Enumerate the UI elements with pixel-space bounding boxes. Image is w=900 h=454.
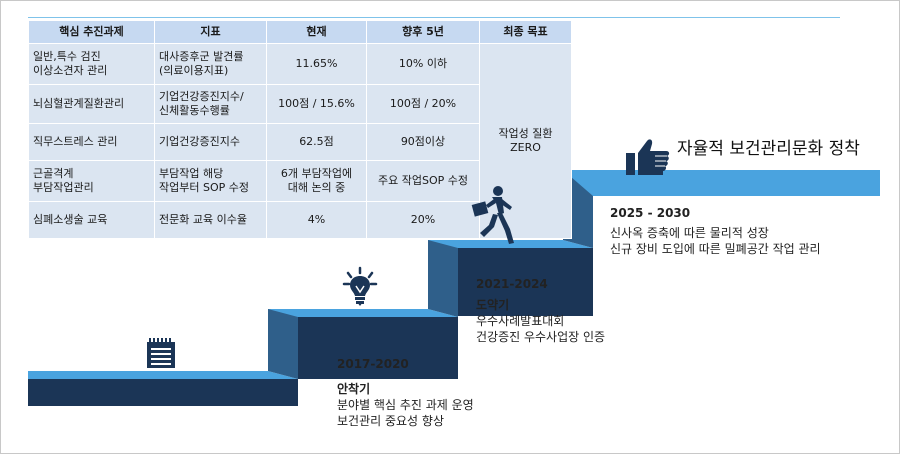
cell-current: 11.65% [266, 43, 367, 85]
step-4-top [563, 170, 880, 196]
cell-final-goal: 작업성 질환 ZERO [479, 43, 572, 239]
table-row: 근골격계 부담작업관리 부담작업 해당 작업부터 SOP 수정 6개 부담작업에… [28, 160, 572, 202]
cell-indicator: 부담작업 해당 작업부터 SOP 수정 [154, 160, 267, 202]
table-header-row: 핵심 추진과제 지표 현재 향후 5년 최종 목표 [28, 20, 572, 44]
cell-task: 직무스트레스 관리 [28, 123, 155, 161]
stage-2-period: 2021-2024 [476, 277, 548, 291]
top-rule [28, 17, 840, 18]
stage-1-period: 2017-2020 [337, 357, 409, 371]
cell-future: 90점이상 [366, 123, 480, 161]
header-task: 핵심 추진과제 [28, 20, 155, 44]
table-row: 뇌심혈관계질환관리 기업건강증진지수/ 신체활동수행률 100점 / 15.6%… [28, 84, 572, 124]
table-row: 직무스트레스 관리 기업건강증진지수 62.5점 90점이상 [28, 123, 572, 161]
cell-current: 100점 / 15.6% [266, 84, 367, 124]
step-1-front [28, 379, 298, 406]
cell-task: 뇌심혈관계질환관리 [28, 84, 155, 124]
stage-3-item: 신사옥 증축에 따른 물리적 성장 [610, 226, 769, 240]
cell-indicator: 전문화 교육 이수율 [154, 201, 267, 239]
stage-3-item: 신규 장비 도입에 따른 밀폐공간 작업 관리 [610, 242, 821, 256]
current-text: 6개 부담작업에 대해 논의 중 [280, 167, 353, 194]
final-goal-text: 작업성 질환 ZERO [498, 127, 553, 154]
step-1-top [28, 371, 298, 379]
cell-task: 근골격계 부담작업관리 [28, 160, 155, 202]
indicator-text: 기업건강증진지수/ 신체활동수행률 [159, 90, 244, 117]
stage-2-item: 건강증진 우수사업장 인증 [476, 330, 606, 344]
stage-1-item: 분야별 핵심 추진 과제 운영 [337, 398, 474, 412]
step-3-front [458, 248, 593, 316]
runner-icon [471, 186, 514, 244]
indicator-text: 부담작업 해당 작업부터 SOP 수정 [159, 167, 249, 194]
cell-future: 20% [366, 201, 480, 239]
cell-current: 6개 부담작업에 대해 논의 중 [266, 160, 367, 202]
table-row: 심폐소생술 교육 전문화 교육 이수율 4% 20% [28, 201, 572, 239]
stage-3-period: 2025 - 2030 [610, 206, 691, 220]
cell-indicator: 대사증후군 발견률 (의료이용지표) [154, 43, 267, 85]
stage-2-phase: 도약기 [476, 298, 510, 312]
header-indicator: 지표 [154, 20, 267, 44]
table-row: 일반,특수 검진 이상소견자 관리 대사증후군 발견률 (의료이용지표) 11.… [28, 43, 572, 239]
step-3-top [428, 240, 593, 248]
notepad-icon [147, 338, 175, 368]
task-text: 일반,특수 검진 이상소견자 관리 [33, 50, 108, 77]
task-text: 뇌심혈관계질환관리 [33, 97, 125, 110]
indicator-text: 대사증후군 발견률 (의료이용지표) [159, 50, 244, 77]
header-current: 현재 [266, 20, 367, 44]
goal-title: 자율적 보건관리문화 정착 [677, 139, 860, 159]
task-text: 직무스트레스 관리 [33, 135, 118, 148]
lightbulb-icon [342, 266, 378, 306]
cell-task: 일반,특수 검진 이상소견자 관리 [28, 43, 155, 85]
thumbs-up-icon [626, 139, 670, 175]
cell-current: 4% [266, 201, 367, 239]
cell-future: 주요 작업SOP 수정 [366, 160, 480, 202]
task-text: 근골격계 부담작업관리 [33, 167, 94, 194]
riser-2 [428, 240, 458, 317]
step-2-top [268, 309, 458, 317]
cell-indicator: 기업건강증진지수/ 신체활동수행률 [154, 84, 267, 124]
step-2-front [298, 317, 458, 379]
stage-1-item: 보건관리 중요성 향상 [337, 414, 444, 428]
kpi-table: 핵심 추진과제 지표 현재 향후 5년 최종 목표 일반,특수 검진 이상소견자… [28, 20, 572, 239]
stage-1-phase: 안착기 [337, 382, 371, 396]
cell-future: 10% 이하 [366, 43, 480, 85]
cell-current: 62.5점 [266, 123, 367, 161]
header-final-goal: 최종 목표 [479, 20, 572, 44]
cell-future: 100점 / 20% [366, 84, 480, 124]
stage-2-item: 우수사례발표대회 [476, 314, 565, 328]
cell-task: 심폐소생술 교육 [28, 201, 155, 239]
riser-1 [268, 309, 298, 379]
cell-indicator: 기업건강증진지수 [154, 123, 267, 161]
header-future: 향후 5년 [366, 20, 480, 44]
indicator-text: 기업건강증진지수 [159, 135, 240, 148]
